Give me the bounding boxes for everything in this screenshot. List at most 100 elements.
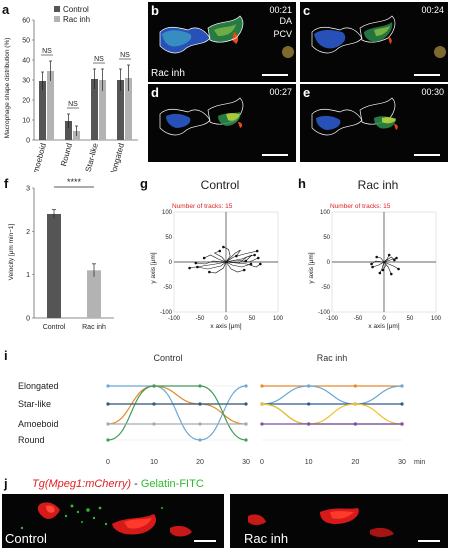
condition-label-j-control: Control (5, 531, 47, 546)
track-endpoint (218, 249, 222, 253)
scale-bar-j-control (194, 540, 216, 542)
legend-swatch-control (54, 6, 60, 12)
micrograph-e: e 00:30 (300, 84, 448, 162)
y-tick-label: 60 (22, 18, 30, 25)
y-axis-label: y axis [μm] (308, 252, 315, 283)
y-tick-label: -100 (318, 310, 331, 316)
y-tick-label: 1 (26, 272, 30, 279)
panel-letter-b: b (151, 3, 159, 18)
panel-letter-i: i (4, 348, 8, 363)
transition-point (353, 402, 357, 406)
transition-point (198, 422, 202, 426)
track-line (383, 261, 399, 270)
track-endpoint (253, 253, 256, 257)
track-endpoint (393, 258, 396, 262)
label-da: DA (279, 16, 292, 26)
track-plot-rac-inh: Rac inh Number of tracks: 15 -100 -50 0 50 1… (308, 178, 442, 330)
transition-point (198, 438, 202, 442)
y-tick-label: 0 (169, 260, 173, 266)
transition-point (244, 422, 248, 426)
scale-bar-c (414, 74, 440, 76)
legend-label-control: Control (63, 5, 89, 14)
track-endpoint (259, 262, 262, 266)
micrograph-c: c 00:24 (300, 2, 448, 82)
track-endpoint (235, 254, 238, 258)
y-tick-label: 0 (327, 260, 331, 266)
track-endpoint (395, 256, 398, 260)
bar-rac-inh (47, 71, 54, 140)
track-line (383, 256, 395, 263)
bar-control (117, 80, 124, 140)
transition-point (152, 402, 156, 406)
transition-point (353, 384, 357, 388)
scale-bar-j-rac-inh (418, 540, 440, 542)
bar-control (91, 79, 98, 140)
y-axis-label: Velocity [μm min−1] (8, 223, 15, 280)
y-tick-label: 0 (26, 316, 30, 323)
x-tick-label: -100 (326, 316, 339, 322)
track-line (225, 261, 261, 268)
condition-label-j-rac-inh: Rac inh (244, 531, 289, 546)
panel-letter-h: h (298, 176, 306, 191)
y-tick-label: -100 (160, 310, 173, 316)
track-endpoint (249, 262, 253, 266)
state-label: Star-like (18, 399, 51, 409)
track-endpoint (370, 262, 373, 266)
timestamp-b: 00:21 (269, 5, 292, 15)
panel-letter-j: j (4, 476, 8, 491)
track-endpoint (208, 270, 211, 274)
y-tick-label: 2 (26, 229, 30, 236)
y-tick-label: -50 (321, 285, 330, 291)
category-label: Round (59, 142, 74, 167)
x-tick-label: 10 (305, 459, 313, 466)
transition-line (261, 403, 403, 425)
title-mcherry: Tg(Mpeg1:mCherry) (32, 478, 132, 490)
panel-letter-d: d (151, 85, 159, 100)
scale-bar-b (262, 74, 288, 76)
group-title-control: Control (153, 353, 182, 363)
transition-point (244, 402, 248, 406)
significance-label: NS (68, 101, 78, 108)
track-line (383, 257, 397, 263)
x-tick-label: 10 (150, 459, 158, 466)
tracks-count: Number of tracks: 15 (330, 203, 391, 210)
bar-control (47, 214, 61, 318)
micrograph-d: d 00:27 (148, 84, 296, 162)
x-tick-label: 0 (260, 459, 264, 466)
y-tick-label: 40 (22, 58, 30, 65)
bar-rac-inh (87, 270, 101, 318)
track-endpoint (202, 256, 206, 260)
significance-stars: **** (67, 177, 82, 187)
category-label: Star-like (84, 142, 100, 172)
title-gelatin: Gelatin-FITC (140, 478, 204, 490)
track-line (382, 261, 387, 271)
y-axis-label: y axis [μm] (150, 252, 157, 283)
legend-swatch-rac-inh (54, 16, 60, 22)
transition-point (106, 402, 110, 406)
transition-point (152, 422, 156, 426)
track-endpoint (389, 272, 393, 276)
track-line (225, 254, 253, 263)
panel-letter-f: f (4, 176, 9, 191)
transition-point (152, 384, 156, 388)
track-endpoint (375, 255, 379, 259)
track-plot-title: Rac inh (358, 178, 399, 192)
track-line (225, 261, 252, 268)
transition-point (400, 422, 404, 426)
transition-point (106, 438, 110, 442)
y-tick-label: 20 (22, 98, 30, 105)
label-pcv: PCV (273, 29, 292, 39)
x-tick-label: -50 (196, 316, 205, 322)
micrograph-j-control: Control (2, 494, 224, 548)
transition-line (107, 385, 247, 441)
tracks-count: Number of tracks: 15 (172, 203, 233, 210)
title-separator: - (131, 478, 141, 490)
track-plot-title: Control (201, 178, 240, 192)
transition-point (244, 438, 248, 442)
timestamp-d: 00:27 (269, 87, 292, 97)
transition-line (107, 385, 247, 441)
timestamp-c: 00:24 (421, 5, 444, 15)
x-tick-label: 0 (224, 316, 228, 322)
track-line (213, 250, 227, 263)
y-tick-label: 30 (22, 78, 30, 85)
